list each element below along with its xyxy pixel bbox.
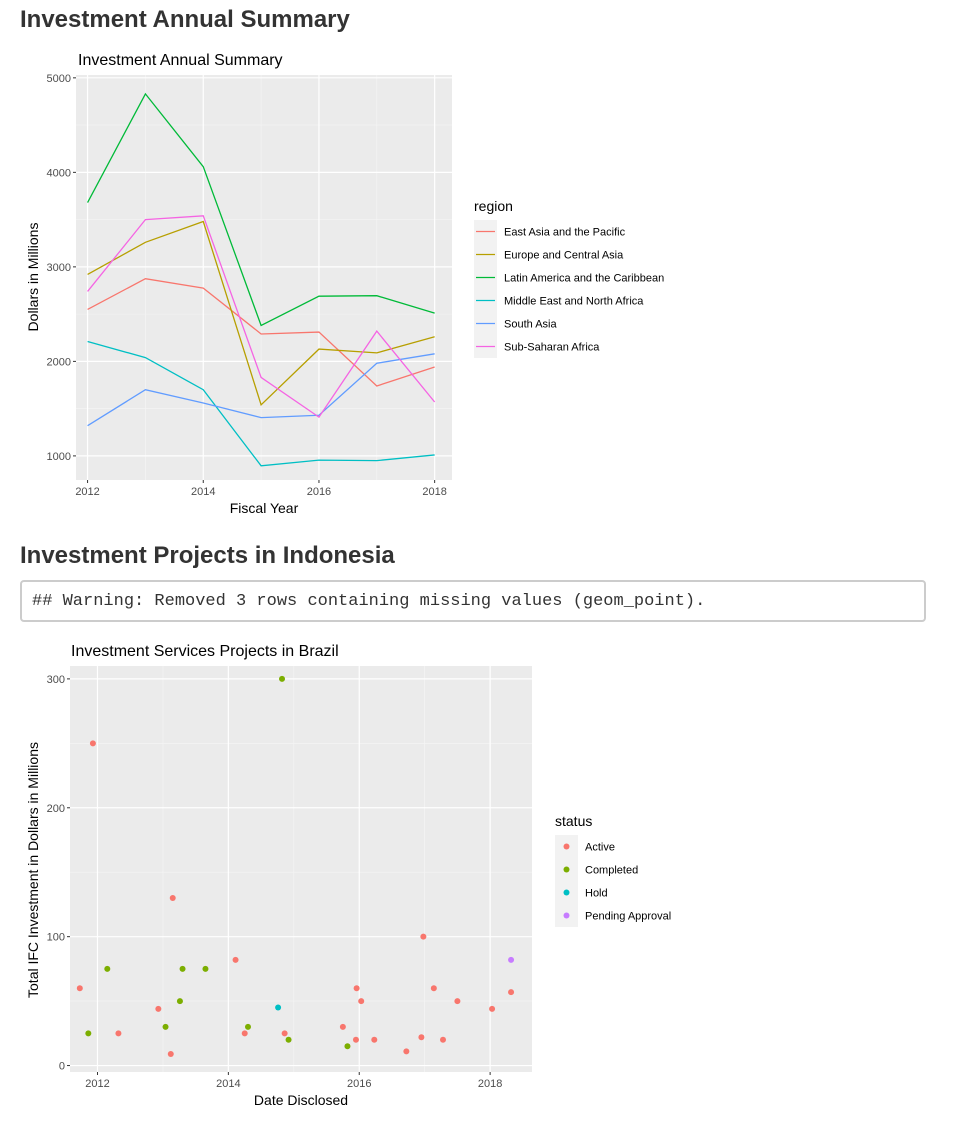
series-line: [87, 278, 435, 387]
data-point: [89, 740, 96, 747]
data-point: [115, 1030, 122, 1037]
data-point: [418, 1034, 425, 1041]
data-point: [167, 1050, 174, 1057]
data-point: [241, 1030, 248, 1037]
series-line: [87, 220, 435, 407]
data-point: [489, 1005, 496, 1012]
series-line: [87, 353, 435, 427]
data-point: [202, 965, 209, 972]
data-point: [454, 998, 461, 1005]
legend-label: Hold: [585, 888, 608, 900]
data-point: [85, 1030, 92, 1037]
legend-key-point: [563, 866, 570, 873]
data-point: [162, 1023, 169, 1030]
x-tick-label: 2018: [422, 486, 446, 498]
x-tick-label: 2016: [307, 486, 331, 498]
data-point: [76, 985, 83, 992]
x-tick-label: 2012: [85, 1078, 109, 1090]
data-point: [244, 1023, 251, 1030]
x-axis-label: Date Disclosed: [254, 1092, 348, 1108]
y-axis-label: Dollars in Millions: [25, 223, 41, 332]
y-tick-labels: 1000 2000 3000 4000 5000: [47, 73, 76, 463]
legend-label: Latin America and the Caribbean: [504, 273, 664, 285]
legend-label: Europe and Central Asia: [504, 250, 624, 262]
data-point: [420, 933, 427, 940]
chart-title: Investment Annual Summary: [78, 52, 283, 69]
y-tick-label: 300: [47, 674, 65, 686]
data-point: [232, 956, 239, 963]
data-point: [176, 998, 183, 1005]
data-point: [508, 956, 515, 963]
y-tick-label: 5000: [47, 73, 71, 85]
y-tick-label: 4000: [47, 167, 71, 179]
minor-gridlines: [76, 75, 452, 480]
y-tick-label: 200: [47, 803, 65, 815]
x-tick-label: 2014: [191, 486, 215, 498]
series-lines: [86, 92, 436, 467]
chart-title: Investment Services Projects in Brazil: [71, 643, 339, 660]
data-point: [508, 989, 515, 996]
legend-title: status: [555, 813, 592, 829]
legend-key-point: [563, 889, 570, 896]
x-tick-label: 2018: [478, 1078, 502, 1090]
data-point: [104, 965, 111, 972]
legend: East Asia and the Pacific Europe and Cent…: [474, 220, 664, 358]
data-point: [285, 1036, 292, 1043]
plot-panel: [76, 75, 452, 480]
data-point: [275, 1004, 282, 1011]
data-point: [358, 998, 365, 1005]
legend-label: Pending Approval: [585, 911, 671, 923]
line-chart: Investment Annual Summary 1000 2000 3000 40…: [25, 52, 664, 516]
data-point: [353, 985, 360, 992]
x-tick-labels: 2012 2014 2016 2018: [85, 1072, 502, 1090]
warning-message: ## Warning: Removed 3 rows containing mi…: [20, 580, 926, 622]
section-heading-summary: Investment Annual Summary: [20, 6, 350, 33]
data-point: [155, 1005, 162, 1012]
y-tick-label: 0: [59, 1061, 65, 1073]
x-axis-label: Fiscal Year: [230, 500, 299, 516]
y-tick-labels: 0 100 200 300: [47, 674, 70, 1073]
y-tick-label: 3000: [47, 262, 71, 274]
data-point: [440, 1036, 447, 1043]
series-points: [76, 675, 515, 1057]
data-point: [281, 1030, 288, 1037]
series-line: [87, 340, 435, 467]
x-tick-label: 2014: [216, 1078, 240, 1090]
data-point: [279, 675, 286, 682]
data-point: [430, 985, 437, 992]
series-line: [86, 92, 435, 327]
legend-key-point: [563, 912, 570, 919]
legend-label: Completed: [585, 865, 638, 877]
data-point: [352, 1036, 359, 1043]
y-tick-label: 2000: [47, 356, 71, 368]
legend-label: Sub-Saharan Africa: [504, 342, 600, 354]
legend-label: Middle East and North Africa: [504, 296, 644, 308]
x-tick-label: 2016: [347, 1078, 371, 1090]
x-tick-label: 2012: [75, 486, 99, 498]
series-line: [87, 215, 436, 419]
legend-label: East Asia and the Pacific: [504, 227, 626, 239]
data-point: [169, 895, 176, 901]
x-tick-labels: 2012 2014 2016 2018: [75, 480, 447, 498]
section-heading-indonesia: Investment Projects in Indonesia: [20, 542, 395, 569]
data-point: [344, 1043, 351, 1050]
minor-gridlines: [70, 666, 532, 1072]
scatter-chart: Investment Services Projects in Brazil 0…: [25, 643, 671, 1108]
data-point: [179, 965, 186, 972]
legend: Active Completed Hold Pending Approval: [555, 835, 671, 927]
legend-label: Active: [585, 842, 615, 854]
y-axis-label: Total IFC Investment in Dollars in Milli…: [25, 742, 41, 998]
data-point: [339, 1023, 346, 1030]
plot-panel: [70, 666, 532, 1072]
y-tick-label: 100: [47, 932, 65, 944]
legend-key-point: [563, 843, 570, 850]
y-tick-label: 1000: [47, 451, 71, 463]
legend-title: region: [474, 198, 513, 214]
major-gridlines: [70, 666, 532, 1072]
data-point: [403, 1048, 410, 1055]
data-point: [371, 1036, 378, 1043]
legend-label: South Asia: [504, 319, 557, 331]
